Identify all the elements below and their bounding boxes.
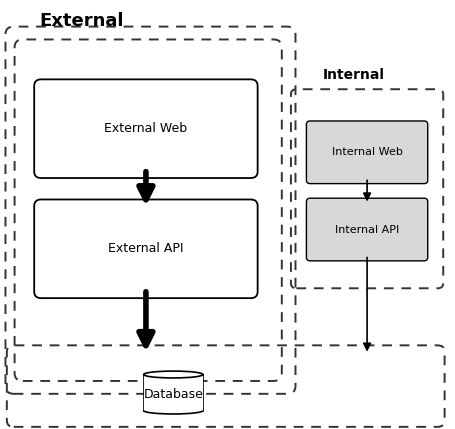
Bar [143,375,202,411]
FancyBboxPatch shape [306,121,427,184]
FancyBboxPatch shape [306,198,427,261]
Text: External Web: External Web [104,122,187,135]
Text: External API: External API [108,242,183,255]
Text: External: External [40,12,124,30]
Text: Internal Web: Internal Web [331,147,402,157]
Ellipse shape [143,371,202,378]
Text: Internal API: Internal API [334,224,398,235]
Text: Database: Database [143,388,203,401]
FancyBboxPatch shape [34,199,257,298]
FancyBboxPatch shape [34,79,257,178]
Text: Internal: Internal [322,68,384,82]
